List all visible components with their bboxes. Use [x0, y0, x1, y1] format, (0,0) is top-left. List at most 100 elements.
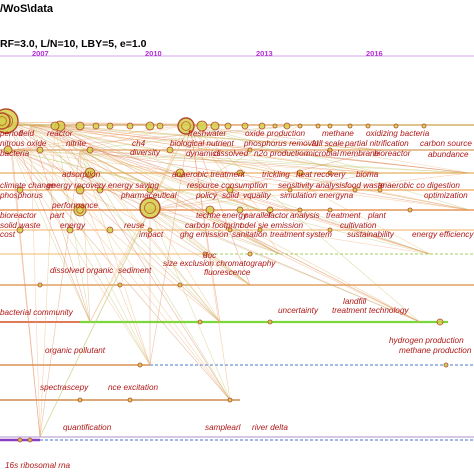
- kw-label: treatment: [326, 211, 361, 220]
- kw-label: carbon footprint: [185, 221, 243, 230]
- keyword-node: [227, 227, 233, 233]
- keyword-node: [257, 227, 263, 233]
- connection-line: [11, 124, 186, 151]
- kw-label: organic pollutant: [45, 346, 106, 355]
- connection-line: [79, 149, 471, 174]
- kw-label: nitrite: [66, 139, 86, 148]
- keyword-node: [247, 147, 253, 153]
- kw-label: period: [0, 129, 23, 138]
- keyword-node: [126, 122, 134, 130]
- keyword-node: [177, 282, 183, 288]
- connection-line: [54, 124, 261, 211]
- connection-line: [11, 149, 471, 174]
- connection-line: [189, 124, 381, 174]
- header-params: RF=3.0, L/N=10, LBY=5, e=1.0: [0, 38, 147, 50]
- connection-line: [189, 124, 251, 286]
- kw-label: bacteria: [0, 149, 30, 158]
- keyword-node-ring: [0, 116, 7, 126]
- kw-label: recovery: [314, 170, 346, 179]
- keyword-node: [297, 207, 303, 213]
- keyword-node: [327, 170, 333, 176]
- connection-line: [11, 149, 41, 438]
- keyword-node: [236, 169, 244, 177]
- kw-label: parallel: [243, 211, 271, 220]
- connection-line: [189, 124, 221, 323]
- kw-label: trickling: [262, 170, 290, 179]
- keyword-node: [236, 206, 244, 214]
- year-axis: 2007 2010 2013 2016: [0, 49, 474, 58]
- keyword-node: [224, 122, 232, 130]
- keyword-node: [86, 146, 94, 154]
- keyword-node: [175, 168, 185, 178]
- keyword-node: [84, 167, 96, 179]
- connection-line: [7, 121, 151, 366]
- kw-label: anaerobic treatment: [172, 170, 246, 179]
- connection-line: [79, 149, 91, 323]
- keyword-node: [139, 197, 161, 219]
- keyword-node: [202, 251, 208, 257]
- kw-label: odel: [240, 221, 256, 230]
- keyword-node: [117, 282, 123, 288]
- kw-label: ghg emission: [180, 230, 229, 239]
- connection-line: [54, 124, 151, 366]
- keyword-node: [106, 122, 114, 130]
- kw-label: oxide production: [245, 129, 306, 138]
- keyword-node: [77, 397, 83, 403]
- header-path: /WoS\data: [0, 3, 53, 15]
- keyword-node: [377, 187, 383, 193]
- connection-line: [189, 124, 231, 401]
- keyword-node: [393, 123, 399, 129]
- kw-label: performance: [51, 201, 98, 210]
- kw-label: plant: [367, 211, 386, 220]
- keyword-node: [241, 122, 249, 130]
- connection-line: [54, 124, 471, 211]
- year-label-2007: 2007: [32, 49, 49, 58]
- connection-line: [189, 124, 431, 255]
- keyword-node: [146, 186, 154, 194]
- kw-label: treatment: [270, 230, 305, 239]
- keyword-node: [407, 207, 413, 213]
- kw-label: analysis: [290, 211, 320, 220]
- connection-line: [54, 124, 471, 174]
- kw-label: sensitivity analysis: [278, 181, 345, 190]
- keyword-node: [166, 146, 174, 154]
- kw-label: energy: [60, 221, 86, 230]
- keyword-node: [147, 227, 153, 233]
- kw-label: n2o production: [254, 149, 309, 158]
- kw-label: 16s ribosomal rna: [5, 461, 71, 470]
- kw-label: sustainability: [347, 230, 395, 239]
- connection-line: [11, 149, 421, 323]
- connection-line: [89, 124, 191, 323]
- connection-line: [39, 149, 81, 438]
- connection-line: [189, 124, 381, 151]
- kw-label: climate change: [0, 181, 56, 190]
- kw-label: freshwater: [188, 129, 226, 138]
- keyword-node: [283, 122, 291, 130]
- connection-line: [149, 124, 191, 366]
- keyword-node: [352, 187, 358, 193]
- kw-label: uncertainty: [278, 306, 319, 315]
- kw-label: methane: [322, 129, 354, 138]
- connection-line: [29, 124, 221, 323]
- keyword-node: [287, 187, 293, 193]
- kw-label: heat: [296, 170, 313, 179]
- kw-label: energy saving: [108, 181, 159, 190]
- connection-line: [79, 149, 151, 366]
- keyword-node: [16, 186, 24, 194]
- connection-line: [79, 124, 186, 151]
- connection-line: [11, 149, 91, 323]
- keyword-node: [315, 123, 321, 129]
- kw-label: energyna: [319, 191, 354, 200]
- kw-label: energy efficiency: [412, 230, 474, 239]
- connection-line: [79, 149, 471, 211]
- connection-line: [11, 149, 151, 366]
- keyword-node: [96, 186, 104, 194]
- kw-label: methane production: [399, 346, 472, 355]
- kw-label: sanitation: [232, 230, 267, 239]
- kw-label: oxidizing bacteria: [366, 129, 430, 138]
- connection-line: [149, 209, 421, 323]
- connection-line: [79, 149, 261, 211]
- connection-line: [29, 124, 471, 211]
- keyword-nodes: [0, 108, 449, 443]
